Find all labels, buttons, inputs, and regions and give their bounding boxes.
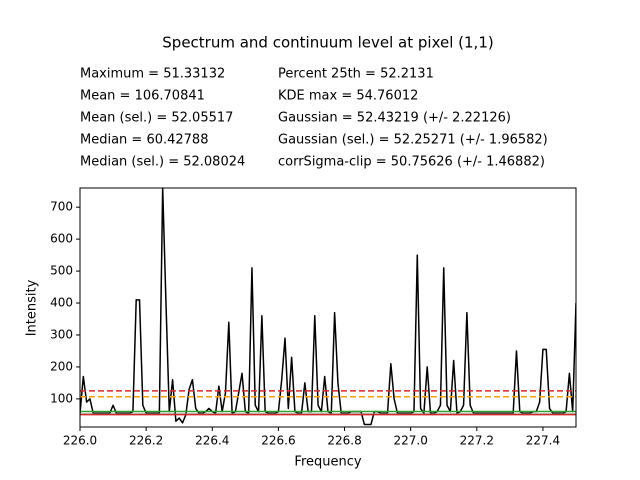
chart-title: Spectrum and continuum level at pixel (1…	[162, 34, 493, 52]
stat-text: corrSigma-clip = 50.75626 (+/- 1.46882)	[278, 155, 545, 170]
y-tick-label: 600	[50, 232, 73, 246]
stat-text: Percent 25th = 52.2131	[278, 67, 434, 82]
stat-text: Median = 60.42788	[80, 133, 208, 148]
y-tick-label: 500	[50, 264, 73, 278]
stat-text: Median (sel.) = 52.08024	[80, 155, 245, 170]
stat-text: Gaussian (sel.) = 52.25271 (+/- 1.96582)	[278, 133, 548, 148]
x-tick-label: 227.2	[460, 434, 494, 448]
x-tick-label: 227.0	[393, 434, 427, 448]
stat-text: Mean (sel.) = 52.05517	[80, 111, 233, 126]
y-tick-label: 700	[50, 200, 73, 214]
x-tick-label: 226.4	[195, 434, 229, 448]
x-tick-label: 226.6	[261, 434, 295, 448]
x-axis-label: Frequency	[294, 455, 361, 470]
y-axis-label: Intensity	[25, 279, 40, 336]
y-tick-label: 400	[50, 296, 73, 310]
y-tick-label: 300	[50, 327, 73, 341]
axes-frame	[79, 187, 577, 428]
y-tick-label: 200	[50, 359, 73, 373]
x-tick-label: 226.2	[129, 434, 163, 448]
plot-area	[80, 188, 576, 426]
stat-text: KDE max = 54.76012	[278, 89, 418, 104]
x-tick-label: 227.4	[526, 434, 560, 448]
stat-text: Maximum = 51.33132	[80, 67, 225, 82]
x-tick-label: 226.8	[327, 434, 361, 448]
x-tick-label: 226.0	[63, 434, 97, 448]
stat-text: Gaussian = 52.43219 (+/- 2.22126)	[278, 111, 511, 126]
stat-text: Mean = 106.70841	[80, 89, 205, 104]
spectrum-line	[80, 188, 576, 426]
y-tick-label: 100	[50, 391, 73, 405]
